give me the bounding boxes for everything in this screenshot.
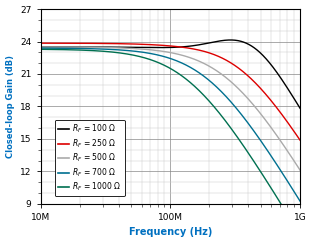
X-axis label: Frequency (Hz): Frequency (Hz) (129, 227, 212, 237)
$R_F$ = 1000 Ω (138, 55, 142, 58)
$R_F$ = 700 Ω (68, 47, 72, 50)
$R_F$ = 1000 Ω (68, 48, 72, 51)
$R_F$ = 700 Ω (298, 200, 302, 203)
$R_F$ = 100 Ω (298, 107, 302, 110)
$R_F$ = 1000 Ω (286, 213, 290, 216)
$R_F$ = 250 Ω (265, 94, 269, 97)
$R_F$ = 250 Ω (149, 43, 153, 46)
$R_F$ = 250 Ω (84, 42, 87, 45)
$R_F$ = 500 Ω (149, 48, 153, 51)
$R_F$ = 250 Ω (293, 131, 297, 134)
$R_F$ = 250 Ω (298, 139, 302, 142)
$R_F$ = 700 Ω (293, 191, 297, 194)
$R_F$ = 1000 Ω (293, 213, 297, 216)
$R_F$ = 500 Ω (265, 121, 269, 123)
$R_F$ = 100 Ω (138, 46, 142, 49)
$R_F$ = 100 Ω (84, 45, 87, 48)
Legend: $R_F$ = 100 Ω, $R_F$ = 250 Ω, $R_F$ = 500 Ω, $R_F$ = 700 Ω, $R_F$ = 1000 Ω: $R_F$ = 100 Ω, $R_F$ = 250 Ω, $R_F$ = 50… (55, 120, 125, 196)
$R_F$ = 700 Ω (138, 50, 142, 53)
$R_F$ = 1000 Ω (84, 49, 87, 52)
$R_F$ = 700 Ω (84, 47, 87, 50)
$R_F$ = 500 Ω (68, 46, 72, 49)
$R_F$ = 1000 Ω (39, 48, 42, 51)
Line: $R_F$ = 250 Ω: $R_F$ = 250 Ω (41, 43, 300, 140)
$R_F$ = 500 Ω (138, 47, 142, 50)
$R_F$ = 250 Ω (138, 43, 142, 46)
$R_F$ = 700 Ω (39, 47, 42, 50)
$R_F$ = 1000 Ω (265, 180, 269, 183)
$R_F$ = 1000 Ω (149, 59, 153, 61)
$R_F$ = 100 Ω (149, 46, 153, 49)
Y-axis label: Closed-loop Gain (dB): Closed-loop Gain (dB) (6, 55, 15, 158)
$R_F$ = 500 Ω (293, 161, 297, 164)
$R_F$ = 250 Ω (39, 42, 42, 45)
$R_F$ = 100 Ω (265, 59, 269, 61)
$R_F$ = 500 Ω (39, 45, 42, 48)
$R_F$ = 100 Ω (68, 45, 72, 48)
$R_F$ = 100 Ω (229, 39, 232, 42)
Line: $R_F$ = 100 Ω: $R_F$ = 100 Ω (41, 40, 300, 108)
Line: $R_F$ = 700 Ω: $R_F$ = 700 Ω (41, 48, 300, 201)
$R_F$ = 1000 Ω (298, 213, 302, 216)
Line: $R_F$ = 500 Ω: $R_F$ = 500 Ω (41, 47, 300, 170)
$R_F$ = 700 Ω (149, 52, 153, 55)
$R_F$ = 700 Ω (265, 148, 269, 151)
$R_F$ = 100 Ω (39, 45, 42, 48)
$R_F$ = 500 Ω (298, 169, 302, 172)
$R_F$ = 100 Ω (293, 99, 297, 102)
Line: $R_F$ = 1000 Ω: $R_F$ = 1000 Ω (41, 49, 300, 215)
$R_F$ = 250 Ω (68, 42, 72, 45)
$R_F$ = 500 Ω (84, 46, 87, 49)
